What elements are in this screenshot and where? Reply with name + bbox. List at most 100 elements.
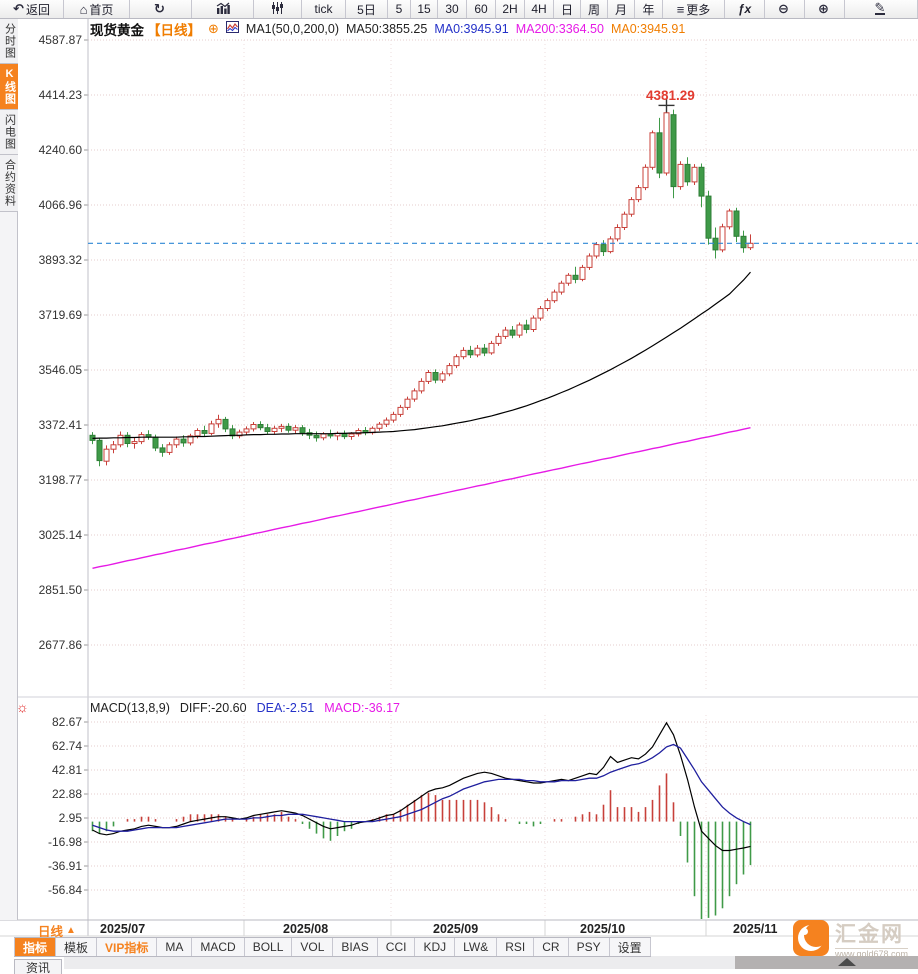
- candle: [481, 347, 488, 354]
- period-5min-button[interactable]: 5: [388, 0, 411, 18]
- candlestick-style-button[interactable]: [254, 0, 302, 18]
- macd-macd-value: MACD:-36.17: [324, 701, 400, 715]
- candle: [250, 424, 257, 430]
- candle: [278, 425, 285, 429]
- formula-button[interactable]: ƒx: [725, 0, 765, 18]
- candle: [649, 132, 656, 168]
- tab-vip-indicator[interactable]: VIP指标: [97, 938, 158, 956]
- tab-macd[interactable]: MACD: [192, 938, 245, 956]
- tab-rsi[interactable]: RSI: [497, 938, 535, 956]
- tab-settings[interactable]: 设置: [610, 938, 651, 956]
- period-4h-button[interactable]: 4H: [525, 0, 554, 18]
- tab-template[interactable]: 模板: [56, 938, 98, 956]
- macd-params: MACD(13,8,9): [90, 701, 170, 715]
- x-axis-label: 2025/10: [580, 922, 625, 936]
- candle: [222, 418, 229, 430]
- candlestick-icon: [271, 1, 284, 17]
- news-panel-tab[interactable]: 资讯: [14, 959, 62, 974]
- home-button[interactable]: ⌂ 首页: [64, 0, 130, 18]
- horizontal-scrollbar[interactable]: [64, 956, 918, 969]
- zoom-out-icon: ⊖: [778, 1, 789, 16]
- period-tick-button[interactable]: tick: [302, 0, 346, 18]
- period-60min-button[interactable]: 60: [467, 0, 496, 18]
- candle: [467, 349, 474, 356]
- candle: [446, 365, 453, 375]
- ma50-value: MA50:3855.25: [346, 21, 428, 36]
- zoom-in-icon: ⊕: [818, 1, 829, 16]
- period-week-button[interactable]: 周: [581, 0, 608, 18]
- candle: [670, 114, 677, 188]
- zoom-out-button[interactable]: ⊖: [765, 0, 805, 18]
- period-month-button[interactable]: 月: [608, 0, 635, 18]
- candle: [691, 166, 698, 183]
- add-indicator-icon[interactable]: ⊕: [208, 20, 219, 36]
- candle: [187, 435, 194, 444]
- x-axis-label: 2025/09: [433, 922, 478, 936]
- period-year-button[interactable]: 年: [635, 0, 663, 18]
- x-axis-label: 2025/08: [283, 922, 328, 936]
- draw-button[interactable]: ✎: [845, 0, 918, 18]
- triangle-up-icon: ▲: [66, 925, 76, 936]
- tab-bias[interactable]: BIAS: [333, 938, 378, 956]
- candle: [558, 282, 565, 293]
- tab-kdj[interactable]: KDJ: [415, 938, 456, 956]
- tab-cr[interactable]: CR: [534, 938, 569, 956]
- tab-cci[interactable]: CCI: [378, 938, 416, 956]
- sidebar-tab-lightning-chart[interactable]: 闪电图: [0, 110, 18, 155]
- y-axis-label: 3893.32: [39, 253, 83, 267]
- candle: [726, 210, 733, 228]
- scrollbar-arrow-icon: [838, 958, 856, 966]
- sidebar-tab-time-chart[interactable]: 分时图: [0, 19, 18, 64]
- tab-vol[interactable]: VOL: [292, 938, 334, 956]
- candle: [96, 439, 103, 462]
- candle: [299, 427, 306, 434]
- candle: [194, 430, 201, 437]
- period-30min-button[interactable]: 30: [438, 0, 467, 18]
- candle: [327, 433, 334, 437]
- candle: [292, 427, 299, 431]
- macd-y-axis-label: 42.81: [52, 763, 82, 777]
- period-2h-button[interactable]: 2H: [496, 0, 525, 18]
- candle: [411, 390, 418, 400]
- tab-boll[interactable]: BOLL: [245, 938, 293, 956]
- candle: [642, 166, 649, 189]
- candle: [404, 398, 411, 408]
- candle: [488, 342, 495, 354]
- brand-name: 汇金网: [835, 922, 904, 946]
- y-axis-label: 3198.77: [39, 473, 83, 487]
- tab-psy[interactable]: PSY: [569, 938, 610, 956]
- tab-ma[interactable]: MA: [157, 938, 193, 956]
- period-5day-button[interactable]: 5日: [346, 0, 388, 18]
- huijin-logo-icon: [793, 920, 829, 956]
- scrollbar-thumb[interactable]: [735, 956, 918, 969]
- chart-style-button[interactable]: [192, 0, 254, 18]
- zoom-in-button[interactable]: ⊕: [805, 0, 845, 18]
- candle: [236, 431, 243, 437]
- y-axis-label: 4414.23: [39, 88, 83, 102]
- macd-y-axis-label: 82.67: [52, 715, 82, 729]
- y-axis-label: 4240.60: [39, 143, 83, 157]
- sidebar-tab-kline-chart[interactable]: K线图: [0, 64, 18, 110]
- candle: [159, 447, 166, 453]
- y-axis-label: 3719.69: [39, 308, 83, 322]
- tab-indicator[interactable]: 指标: [14, 938, 57, 956]
- refresh-button[interactable]: ↻: [130, 0, 192, 18]
- candle: [439, 373, 446, 381]
- candle: [124, 434, 131, 444]
- more-button[interactable]: ≡ 更多: [663, 0, 725, 18]
- mini-chart-icon: [225, 21, 239, 36]
- sidebar-tab-contract-info[interactable]: 合约资料: [0, 155, 18, 212]
- back-button[interactable]: ↶ 返回: [0, 0, 64, 18]
- candle: [355, 430, 362, 435]
- candle: [306, 432, 313, 436]
- macd-diff-value: DIFF:-20.60: [179, 701, 247, 715]
- candle: [173, 438, 180, 446]
- candle: [684, 163, 691, 183]
- indicator-settings-icon[interactable]: ☼: [16, 699, 29, 715]
- ma-params: MA1(50,0,200,0): [245, 21, 340, 36]
- tab-lw[interactable]: LW&: [455, 938, 498, 956]
- candle: [362, 430, 369, 434]
- period-15min-button[interactable]: 15: [411, 0, 438, 18]
- period-day-button[interactable]: 日: [554, 0, 581, 18]
